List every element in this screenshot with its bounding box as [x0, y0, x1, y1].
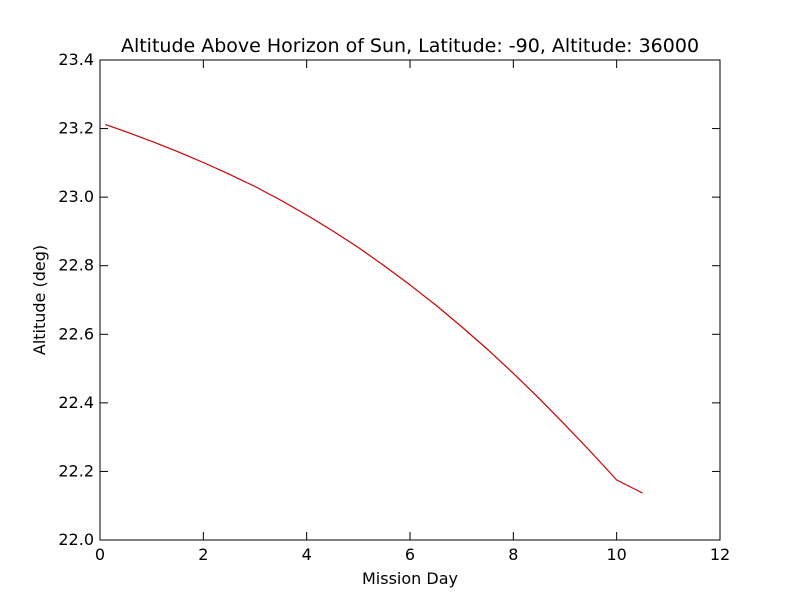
y-tick-label: 23.0: [58, 187, 94, 206]
plot-area: [100, 60, 720, 540]
y-tick-label: 23.4: [58, 50, 94, 69]
x-axis-label: Mission Day: [362, 569, 458, 588]
y-tick-label: 22.4: [58, 393, 94, 412]
x-tick-label: 0: [95, 545, 105, 564]
x-tick-label: 10: [606, 545, 626, 564]
series-line: [104, 123, 643, 494]
y-axis-label: Altitude (deg): [30, 245, 49, 355]
y-tick-label: 22.0: [58, 530, 94, 549]
y-tick-label: 22.2: [58, 461, 94, 480]
x-tick-label: 8: [508, 545, 518, 564]
plot-border: [99, 59, 721, 541]
x-tick-label: 4: [302, 545, 312, 564]
x-tick-label: 6: [405, 545, 415, 564]
series-layer: [104, 123, 643, 494]
y-tick-label: 23.2: [58, 119, 94, 138]
axis-tick-labels: 0 2 4 6 8 10 12 22.0 22.2 22.4 22.6 22.8 23.0 23.2 23.…: [58, 50, 730, 564]
y-tick-label: 22.8: [58, 256, 94, 275]
chart-title: Altitude Above Horizon of Sun, Latitude:…: [121, 35, 699, 57]
x-tick-label: 12: [710, 545, 730, 564]
x-tick-label: 2: [198, 545, 208, 564]
y-tick-label: 22.6: [58, 324, 94, 343]
